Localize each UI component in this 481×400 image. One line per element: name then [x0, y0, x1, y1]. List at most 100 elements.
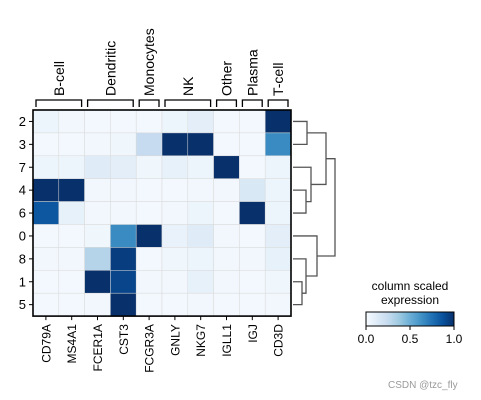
heatmap-cell-3-fcgr3a: [135, 132, 163, 157]
heatmap-cell-2-fcgr3a: [135, 109, 163, 134]
row-label-7: 7: [19, 160, 26, 175]
heatmap-cell-5-cst3: [110, 292, 137, 317]
heatmap-cell-5-gnly: [161, 292, 189, 317]
heatmap-cell-7-ms4a1: [58, 155, 85, 179]
row-label-3: 3: [19, 137, 26, 152]
column-labels: CD79A MS4A1 FCER1A CST3 FCGR3A GNLY NKG7 IGLL1 I…: [39, 316, 286, 373]
watermark: CSDN @tzc_fly: [388, 380, 458, 391]
group-label-t-cell: T-cell: [270, 63, 286, 96]
heatmap-cell-7-cd79a: [32, 155, 60, 179]
heatmap-cell-8-gnly: [161, 247, 189, 271]
dendrogram-branch-lower: [293, 235, 318, 277]
heatmap-cell-6-cd79a: [32, 201, 60, 225]
group-label-plasma: Plasma: [244, 49, 260, 96]
heatmap-cell-6-nkg7: [187, 201, 214, 225]
heatmap-cell-6-igll1: [213, 201, 240, 225]
heatmap-cell-6-gnly: [161, 201, 189, 225]
heatmap-cell-8-cst3: [110, 247, 137, 271]
heatmap-cell-0-nkg7: [187, 224, 214, 248]
heatmap-cell-2-gnly: [161, 109, 189, 134]
dendrogram-branch-1-5: [293, 281, 303, 306]
group-bracket-dendritic: [86, 99, 134, 107]
dendrogram-branch-7: [293, 166, 312, 203]
heatmap-cell-1-cd79a: [32, 270, 60, 294]
dendrogram-branch-4-6: [293, 189, 307, 214]
heatmap-cell-7-cst3: [110, 155, 137, 179]
heatmap-cell-2-fcer1a: [84, 109, 111, 134]
heatmap-cell-2-cd79a: [32, 109, 60, 134]
heatmap-cell-1-fcgr3a: [135, 270, 163, 294]
group-bracket-b-cell: [35, 99, 83, 107]
column-label-cd79a: CD79A: [39, 324, 53, 363]
heatmap-cell-5-igll1: [213, 292, 240, 317]
heatmap-cell-4-igj: [239, 178, 266, 202]
heatmap-cell-5-cd3d: [264, 292, 292, 317]
heatmap-cell-5-fcer1a: [84, 292, 111, 317]
heatmap-cell-0-cd79a: [32, 224, 60, 248]
group-label-other: Other: [219, 61, 235, 96]
group-label-nk: NK: [180, 76, 196, 96]
heatmap-cell-4-cd3d: [264, 178, 292, 202]
heatmap-cell-5-ms4a1: [58, 292, 85, 317]
group-label-monocytes: Monocytes: [141, 28, 157, 96]
heatmap-cell-4-igll1: [213, 178, 240, 202]
heatmap-cell-2-cd3d: [264, 109, 292, 134]
heatmap-cell-6-cst3: [110, 201, 137, 225]
group-bracket-t-cell: [267, 99, 289, 107]
heatmap-cell-8-cd79a: [32, 247, 60, 271]
row-label-1: 1: [19, 274, 26, 289]
row-dendrogram: [293, 120, 336, 306]
heatmap-cell-0-igll1: [213, 224, 240, 248]
colorbar-tick-label: 0.0: [358, 332, 375, 346]
heatmap-cell-1-cst3: [110, 270, 137, 294]
heatmap-cell-3-nkg7: [187, 132, 214, 157]
column-label-igll1: IGLL1: [220, 324, 234, 357]
heatmap-cell-2-igll1: [213, 109, 240, 134]
heatmap-cell-3-igll1: [213, 132, 240, 157]
heatmap-cell-4-ms4a1: [58, 178, 85, 202]
heatmap-cell-3-ms4a1: [58, 132, 85, 157]
heatmap-cell-5-igj: [239, 292, 266, 317]
heatmap-cell-2-cst3: [110, 109, 137, 134]
group-bracket-nk: [164, 99, 212, 107]
dendrogram-root: [317, 158, 336, 257]
colorbar-title-line: expression: [381, 293, 439, 307]
group-bracket-monocytes: [138, 99, 160, 107]
heatmap-cell-7-nkg7: [187, 155, 214, 179]
heatmap-cell-5-fcgr3a: [135, 292, 163, 317]
heatmap-cell-0-cd3d: [264, 224, 292, 248]
heatmap-cell-4-cd79a: [32, 178, 60, 202]
group-label-dendritic: Dendritic: [102, 41, 118, 96]
heatmap-cells: [32, 109, 292, 317]
column-label-gnly: GNLY: [168, 324, 182, 356]
group-bracket-other: [215, 99, 238, 107]
heatmap-cell-3-igj: [239, 132, 266, 157]
heatmap-cell-3-gnly: [161, 132, 189, 157]
heatmap-cell-0-igj: [239, 224, 266, 248]
row-labels: 2 3 7 4 6 0 8 1 5: [19, 114, 33, 312]
column-label-fcer1a: FCER1A: [91, 324, 105, 371]
dendrogram-branch-upper: [307, 132, 327, 186]
row-label-5: 5: [19, 297, 26, 312]
heatmap-cell-7-cd3d: [264, 155, 292, 179]
heatmap-cell-7-fcgr3a: [135, 155, 163, 179]
heatmap-cell-8-nkg7: [187, 247, 214, 271]
heatmap-cell-1-fcer1a: [84, 270, 111, 294]
dendrogram-branch-8: [293, 258, 307, 294]
heatmap-cell-0-fcgr3a: [135, 224, 163, 248]
row-label-8: 8: [19, 251, 26, 266]
heatmap-cell-1-gnly: [161, 270, 189, 294]
group-bracket-plasma: [241, 99, 263, 107]
heatmap-cell-4-cst3: [110, 178, 137, 202]
heatmap-cell-4-gnly: [161, 178, 189, 202]
group-label-b-cell: B-cell: [51, 61, 67, 96]
row-label-6: 6: [19, 206, 26, 221]
heatmap-cell-4-fcer1a: [84, 178, 111, 202]
column-label-nkg7: NKG7: [194, 324, 208, 357]
heatmap-cell-1-cd3d: [264, 270, 292, 294]
heatmap-cell-1-nkg7: [187, 270, 214, 294]
column-label-cd3d: CD3D: [272, 324, 286, 357]
group-brackets: B-cell Dendritic Monocytes NK Other Plasma T-c…: [35, 28, 289, 107]
row-label-2: 2: [19, 114, 26, 129]
heatmap-cell-8-fcgr3a: [135, 247, 163, 271]
